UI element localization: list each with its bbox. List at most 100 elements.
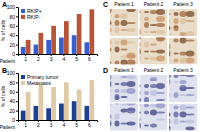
x-axis: 123456 [19, 120, 98, 128]
tissue-blob [180, 87, 187, 91]
tissue-blob [140, 105, 142, 107]
tissue-blob [127, 60, 136, 65]
x-axis-line [19, 121, 98, 123]
y-tick-label: 0 [12, 51, 15, 57]
x-axis-title: Patient [0, 124, 16, 130]
bar [34, 106, 39, 120]
tissue-blob [180, 85, 187, 91]
tissue-blob [156, 104, 165, 109]
tissue-blob [156, 23, 165, 27]
x-tick-label: 1 [24, 56, 27, 62]
y-tick-mark [16, 82, 18, 83]
tissue-blob [150, 31, 157, 33]
tissue-blob [127, 75, 136, 79]
tissue-blob [169, 79, 171, 85]
tissue-blob [186, 20, 195, 22]
tissue-blob [115, 114, 120, 120]
micrograph [110, 38, 138, 65]
tissue-blob [150, 51, 157, 53]
tissue-blob [110, 121, 112, 127]
x-axis-title: Patient [0, 58, 16, 64]
micrograph-bg [140, 38, 168, 65]
legend-item: RKIP- [21, 14, 41, 20]
bar [72, 101, 77, 120]
column-label: Patient 3 [173, 1, 193, 7]
y-axis-line [16, 74, 19, 121]
x-tick-label: 6 [88, 122, 91, 128]
tissue-blob [140, 98, 142, 102]
tissue-blob [144, 58, 149, 60]
bar [77, 14, 82, 54]
tissue-blob [110, 90, 112, 92]
tissue-blob [156, 99, 165, 101]
y-tick: 40 [9, 98, 18, 104]
x-tick: 3 [50, 54, 53, 62]
tissue-blob [156, 9, 165, 15]
tissue-blob [186, 58, 195, 64]
micrograph-bg [110, 9, 138, 36]
y-tick: 40 [9, 32, 18, 38]
tissue-blob [144, 22, 149, 28]
bar [72, 35, 77, 54]
tissue-blob [180, 80, 187, 84]
tissue-blob [150, 57, 157, 61]
y-tick-label: 20 [9, 108, 15, 114]
y-tick-mark [16, 7, 18, 8]
tissue-blob [127, 104, 136, 106]
y-tick-label: 60 [9, 89, 15, 95]
micrograph [140, 104, 168, 131]
micrograph [140, 9, 168, 36]
tissue-blob [186, 127, 195, 131]
tissue-blob [127, 55, 136, 59]
bar [64, 82, 69, 120]
bar [46, 108, 51, 120]
legend-swatch [21, 75, 25, 79]
tissue-blob [180, 32, 187, 36]
y-tick: 80 [9, 14, 18, 20]
x-tick-label: 3 [50, 56, 53, 62]
x-tick: 4 [62, 120, 65, 128]
legend-swatch [21, 81, 25, 85]
x-tick-label: 2 [37, 56, 40, 62]
tissue-blob [180, 94, 187, 96]
bar [34, 45, 39, 54]
tissue-blob [144, 105, 149, 107]
y-tick-mark [16, 35, 18, 36]
panel-label: D [103, 67, 108, 74]
tissue-blob [174, 18, 179, 24]
bar [85, 42, 90, 54]
micrograph [140, 75, 168, 102]
tissue-blob [121, 104, 128, 106]
bars [21, 9, 94, 54]
tissue-blob [169, 113, 171, 117]
micrograph [169, 104, 197, 131]
tissue-blob [115, 41, 120, 45]
micrograph-bg [140, 75, 168, 102]
tissue-blob [150, 10, 157, 14]
tissue-blob [110, 21, 112, 25]
y-axis: 020406080100 [7, 70, 19, 123]
bar [85, 106, 90, 120]
y-tick-label: 80 [9, 80, 15, 86]
bar [59, 38, 64, 54]
tissue-blob [140, 11, 142, 13]
legend-label: RKIP- [27, 14, 41, 20]
y-tick-mark [16, 111, 18, 112]
micrograph [169, 75, 197, 102]
tissue-blob [115, 16, 120, 18]
tissue-blob [121, 56, 128, 58]
column-label: Patient 3 [173, 67, 193, 73]
tissue-blob [186, 40, 195, 42]
tissue-blob [144, 91, 149, 95]
y-tick-mark [16, 26, 18, 27]
tissue-blob [169, 44, 171, 50]
micrograph-bg [140, 9, 168, 36]
micrograph-bg [169, 75, 197, 102]
tissue-blob [127, 88, 136, 94]
tissue-blob [156, 83, 165, 89]
y-tick-mark [16, 54, 18, 55]
tissue-blob [127, 53, 136, 59]
tissue-blob [150, 124, 157, 128]
tissue-blob [115, 61, 120, 65]
y-tick-label: 20 [9, 42, 15, 48]
